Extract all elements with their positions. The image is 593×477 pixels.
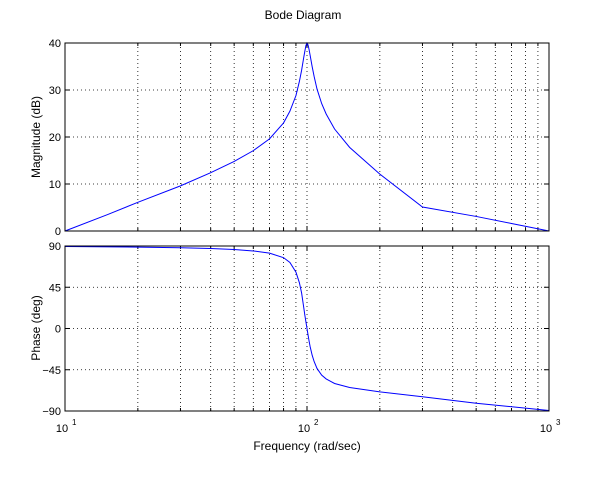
phase-axes-box (64, 245, 550, 412)
magnitude-curve (64, 41, 550, 232)
phase-y-tick-label: 0 (55, 324, 61, 336)
phase-y-tick-label: 90 (49, 241, 61, 253)
frequency-tick-base: 10 (56, 423, 68, 435)
magnitude-panel: 0 10 20 30 40 Magnitude (dB) (29, 38, 550, 238)
phase-y-tick-label: −90 (42, 406, 61, 418)
phase-y-ticks: 90 45 0 −45 −90 (42, 241, 61, 418)
frequency-tick-exponent: 2 (314, 418, 319, 427)
chart-title: Bode Diagram (265, 8, 342, 22)
phase-curve (64, 246, 550, 411)
magnitude-y-tick-label: 10 (49, 179, 61, 191)
phase-panel: 90 45 0 −45 −90 Phase (deg) (29, 241, 550, 418)
magnitude-y-tick-label: 0 (55, 226, 61, 238)
magnitude-y-tick-label: 40 (49, 38, 61, 50)
magnitude-grid (65, 42, 550, 232)
phase-y-tick-label: −45 (42, 365, 61, 377)
magnitude-y-tick-label: 20 (49, 132, 61, 144)
frequency-tick-labels: 10 1 10 2 10 3 (56, 418, 561, 435)
frequency-tick-base: 10 (298, 423, 310, 435)
magnitude-y-ticks: 0 10 20 30 40 (49, 38, 61, 238)
magnitude-axes-box (64, 42, 550, 232)
phase-axis-label: Phase (deg) (29, 295, 43, 360)
frequency-tick: 10 1 (56, 418, 77, 435)
frequency-tick-exponent: 3 (556, 418, 561, 427)
frequency-tick-base: 10 (540, 423, 552, 435)
frequency-tick: 10 3 (540, 418, 561, 435)
frequency-axis-label: Frequency (rad/sec) (253, 439, 360, 453)
frequency-tick: 10 2 (298, 418, 319, 435)
magnitude-axis-label: Magnitude (dB) (29, 96, 43, 178)
magnitude-y-tick-label: 30 (49, 85, 61, 97)
phase-y-tick-label: 45 (49, 282, 61, 294)
frequency-tick-exponent: 1 (72, 418, 77, 427)
